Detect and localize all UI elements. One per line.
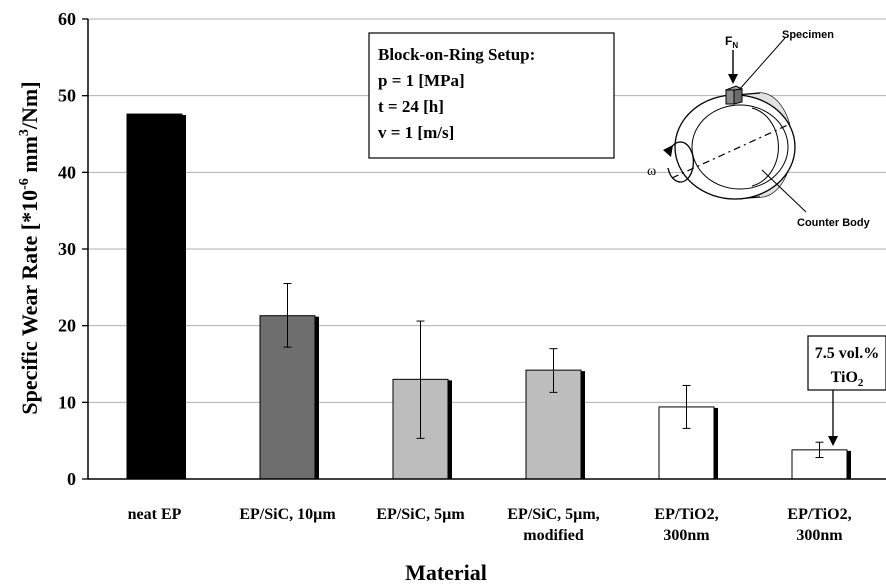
y-axis-label-superscript: 3 [17,129,32,136]
setup-line: p = 1 [MPa] [378,71,465,90]
y-axis-label-part: /Nm] [17,81,42,130]
y-axis-label: Specific Wear Rate [*10-6 mm3/Nm] [17,81,42,414]
error-bars [283,283,824,459]
y-tick-label: 10 [58,392,76,412]
x-tick-label: EP/SiC, 10µm [239,506,336,523]
counter-body-label: Counter Body [797,217,871,229]
callout-line: TiO2 [831,369,864,389]
y-axis-label-superscript: -6 [17,178,32,190]
x-axis-label: Material [405,560,487,585]
axes [87,19,886,480]
y-tick-label: 40 [58,162,76,182]
tio2-callout: 7.5 vol.% TiO2 [807,335,886,446]
x-tick-label: EP/TiO2, 300nm [787,506,851,544]
block-on-ring-schematic: FN Specimen ω Counter Body [647,29,871,229]
setup-line: t = 24 [h] [378,97,444,116]
x-tick-label: EP/SiC, 5µm, modified [507,506,599,544]
setup-line: v = 1 [m/s] [378,123,454,142]
specimen-label: Specimen [782,29,834,41]
y-tick-label: 60 [58,9,76,29]
y-tick-label: 50 [58,86,76,106]
y-axis-label-part: mm [17,136,42,178]
bar [126,113,183,480]
omega-label: ω [647,164,656,179]
x-tick-labels: neat EP EP/SiC, 10µm EP/SiC, 5µm EP/SiC, 5µ… [128,506,852,544]
x-tick-label: EP/TiO2, 300nm [654,506,718,544]
y-tick-label: 30 [58,239,76,259]
setup-line: Block-on-Ring Setup: [378,45,535,64]
y-tick-label: 0 [67,469,76,489]
x-tick-label: neat EP [128,506,182,523]
y-axis-label-part: Specific Wear Rate [*10 [17,190,42,415]
y-tick-label: 20 [58,316,76,336]
y-tick-labels: 0 10 20 30 40 50 60 [58,9,76,489]
x-tick-label: EP/SiC, 5µm [376,506,465,523]
force-label: FN [725,34,738,50]
setup-box: Block-on-Ring Setup: p = 1 [MPa] t = 24 … [368,32,615,159]
callout-line: 7.5 vol.% [815,345,879,362]
